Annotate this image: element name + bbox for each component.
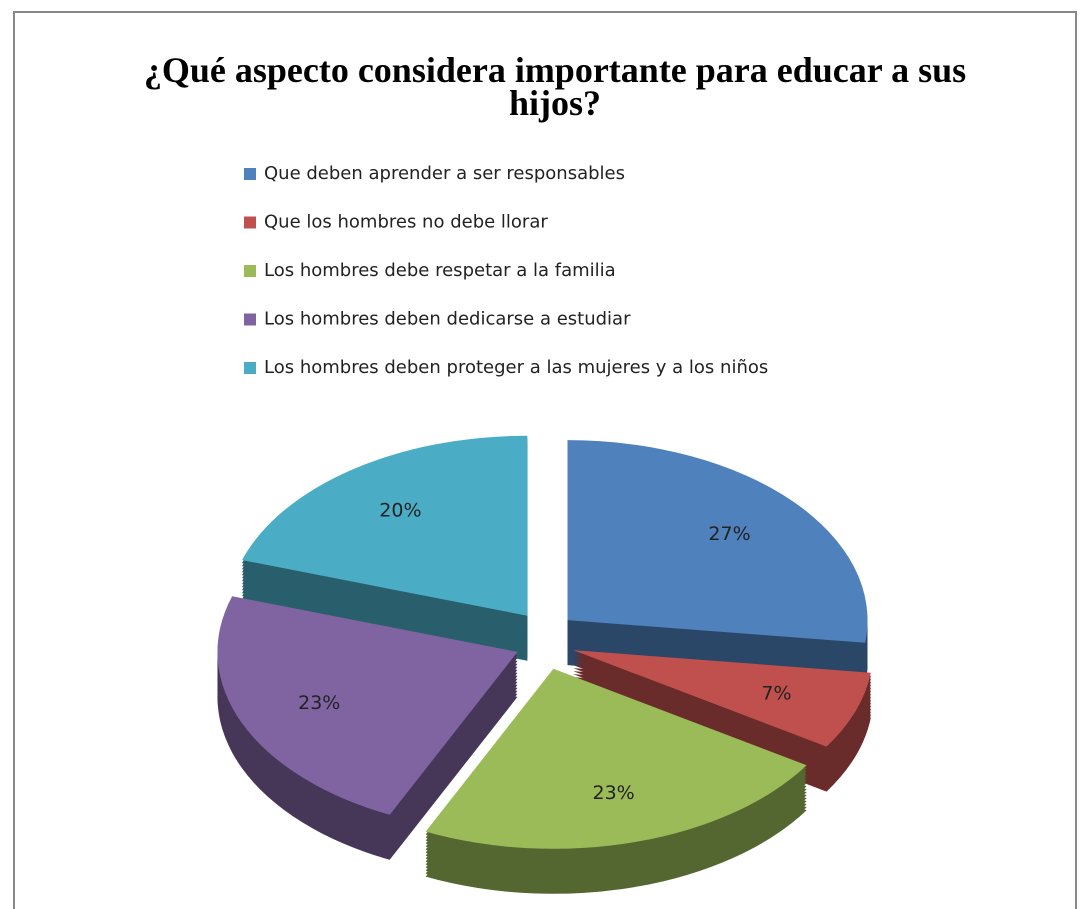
slice: [573, 650, 871, 747]
legend-swatch: [244, 168, 256, 180]
slice: [567, 440, 868, 643]
legend-swatch: [244, 362, 256, 374]
pie: [217, 435, 871, 894]
chart-title: ¿Qué aspecto considera importante para e…: [144, 50, 966, 123]
legend-swatch: [244, 216, 256, 229]
legend-label: Que deben aprender a ser responsables: [264, 163, 625, 184]
slice: [425, 668, 807, 849]
slice: [217, 596, 518, 815]
data-label: 23%: [593, 782, 635, 804]
data-label: 20%: [379, 499, 421, 521]
slice: [242, 435, 528, 616]
legend-label: Los hombres deben proteger a las mujeres…: [264, 357, 768, 378]
legend-label: Los hombres deben dedicarse a estudiar: [264, 309, 631, 330]
legend-swatch: [244, 313, 256, 326]
data-label: 23%: [298, 692, 340, 714]
legend-label: Los hombres debe respetar a la familia: [264, 260, 616, 281]
data-label: 7%: [761, 683, 791, 705]
data-label: 27%: [708, 523, 750, 545]
legend-label: Que los hombres no debe llorar: [264, 212, 548, 233]
legend-swatch: [244, 265, 256, 277]
